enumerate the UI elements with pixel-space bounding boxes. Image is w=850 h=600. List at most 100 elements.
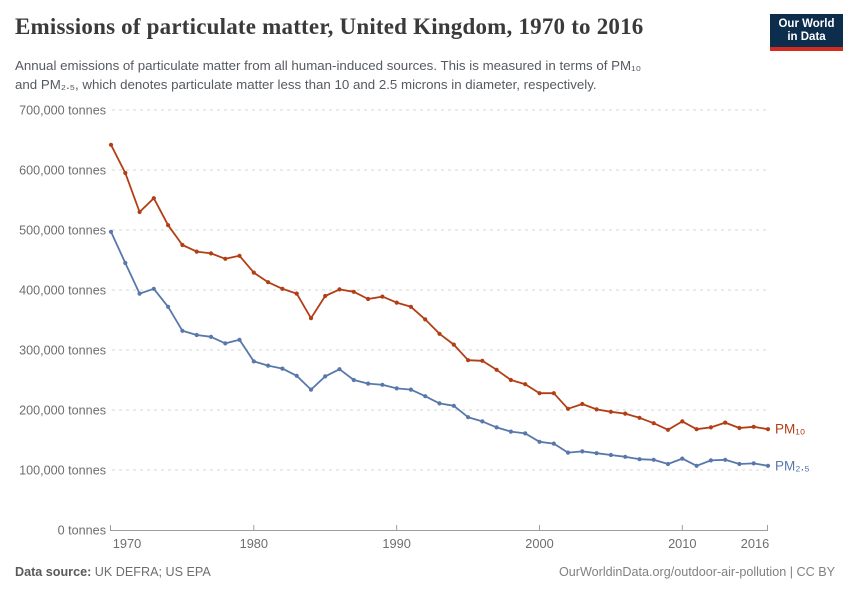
series-point-pm10: [651, 421, 656, 426]
series-point-pm10: [537, 391, 542, 396]
series-point-pm10: [380, 294, 385, 299]
series-point-pm2-5: [594, 451, 599, 456]
series-point-pm10: [708, 425, 714, 430]
series-point-pm2-5: [708, 458, 714, 463]
series-point-pm10: [180, 242, 185, 248]
series-point-pm10: [166, 223, 171, 228]
data-source: Data source: UK DEFRA; US EPA: [15, 565, 211, 579]
series-point-pm10: [665, 427, 671, 432]
series-point-pm2-5: [480, 419, 485, 424]
series-point-pm2-5: [266, 363, 271, 368]
series-point-pm2-5: [237, 337, 242, 342]
series-point-pm10: [680, 419, 685, 424]
x-tick-label: 2010: [668, 536, 696, 551]
data-source-label: Data source:: [15, 565, 92, 579]
series-point-pm2-5: [394, 386, 399, 391]
series-point-pm10: [351, 289, 356, 294]
series-point-pm10: [694, 427, 699, 432]
y-tick-label: 400,000 tonnes: [19, 284, 106, 298]
series-point-pm2-5: [523, 431, 528, 436]
series-point-pm2-5: [294, 373, 299, 378]
series-point-pm2-5: [466, 415, 471, 420]
series-point-pm2-5: [366, 381, 371, 386]
series-point-pm10: [108, 142, 114, 147]
series-point-pm2-5: [437, 401, 442, 406]
series-point-pm2-5: [337, 367, 342, 372]
series-point-pm10: [408, 304, 413, 309]
series-point-pm2-5: [537, 439, 542, 444]
series-point-pm2-5: [323, 374, 328, 379]
data-source-value: UK DEFRA; US EPA: [91, 565, 211, 579]
series-point-pm2-5: [665, 461, 671, 467]
series-point-pm10: [194, 249, 199, 254]
series-point-pm10: [480, 358, 485, 363]
series-point-pm2-5: [623, 454, 628, 459]
series-point-pm10: [723, 420, 728, 425]
series-point-pm10: [451, 342, 456, 347]
owid-logo[interactable]: Our World in Data: [770, 14, 843, 51]
series-point-pm10: [323, 293, 328, 299]
series-point-pm2-5: [637, 457, 642, 462]
series-point-pm10: [437, 331, 442, 336]
series-point-pm2-5: [166, 304, 171, 309]
series-point-pm10: [623, 411, 628, 416]
series-point-pm2-5: [680, 456, 685, 461]
series-point-pm10: [608, 409, 614, 414]
series-point-pm10: [565, 406, 571, 411]
series-point-pm2-5: [580, 449, 585, 454]
x-tick-label: 1970: [113, 536, 141, 551]
y-tick-label: 700,000 tonnes: [19, 104, 106, 118]
series-point-pm10: [251, 270, 256, 275]
series-point-pm2-5: [280, 366, 285, 371]
series-line-pm10: [110, 144, 769, 431]
series-point-pm10: [394, 300, 399, 305]
series-point-pm2-5: [737, 461, 742, 467]
chart-footer: Data source: UK DEFRA; US EPA OurWorldin…: [15, 565, 835, 579]
series-point-pm10: [223, 256, 228, 261]
y-tick-label: 300,000 tonnes: [19, 344, 106, 358]
y-tick-label: 600,000 tonnes: [19, 164, 106, 178]
series-point-pm2-5: [551, 441, 556, 446]
series-point-pm10: [765, 427, 771, 432]
y-tick-label: 100,000 tonnes: [19, 464, 106, 478]
series-point-pm2-5: [451, 403, 456, 408]
subtitle-line2: and PM₂.₅, which denotes particulate mat…: [15, 77, 597, 92]
series-point-pm10: [523, 382, 528, 387]
series-point-pm10: [280, 286, 285, 291]
series-point-pm10: [551, 391, 556, 396]
series-point-pm10: [737, 425, 742, 431]
series-point-pm10: [294, 291, 299, 296]
series-point-pm10: [466, 358, 471, 363]
owid-logo-line2: in Data: [787, 30, 826, 43]
x-tick-label: 1990: [382, 536, 410, 551]
series-point-pm2-5: [123, 260, 128, 266]
subtitle-line1: Annual emissions of particulate matter f…: [15, 58, 642, 73]
page-title: Emissions of particulate matter, United …: [15, 14, 644, 39]
series-point-pm10: [580, 401, 585, 407]
series-point-pm2-5: [751, 461, 756, 466]
series-point-pm2-5: [508, 429, 513, 434]
series-point-pm10: [751, 424, 756, 429]
series-point-pm2-5: [208, 334, 214, 339]
series-point-pm10: [337, 287, 342, 292]
series-label-pm2-5: PM₂.₅: [775, 458, 810, 473]
series-point-pm2-5: [694, 463, 699, 468]
y-tick-label: 500,000 tonnes: [19, 224, 106, 238]
series-point-pm2-5: [151, 286, 156, 291]
series-point-pm2-5: [723, 457, 728, 462]
series-point-pm2-5: [380, 382, 385, 387]
series-point-pm2-5: [565, 450, 571, 455]
credit-link[interactable]: OurWorldinData.org/outdoor-air-pollution…: [558, 565, 835, 579]
owid-logo-line1: Our World: [778, 17, 835, 30]
series-point-pm10: [266, 280, 271, 285]
series-point-pm2-5: [308, 387, 314, 392]
series-label-pm10: PM₁₀: [775, 422, 805, 437]
x-tick-label: 2016: [741, 536, 769, 551]
series-point-pm10: [494, 367, 499, 372]
x-tick-label: 2000: [525, 536, 553, 551]
series-point-pm2-5: [351, 377, 356, 383]
series-point-pm10: [123, 170, 128, 176]
series-point-pm2-5: [108, 229, 114, 234]
series-point-pm2-5: [494, 425, 499, 430]
